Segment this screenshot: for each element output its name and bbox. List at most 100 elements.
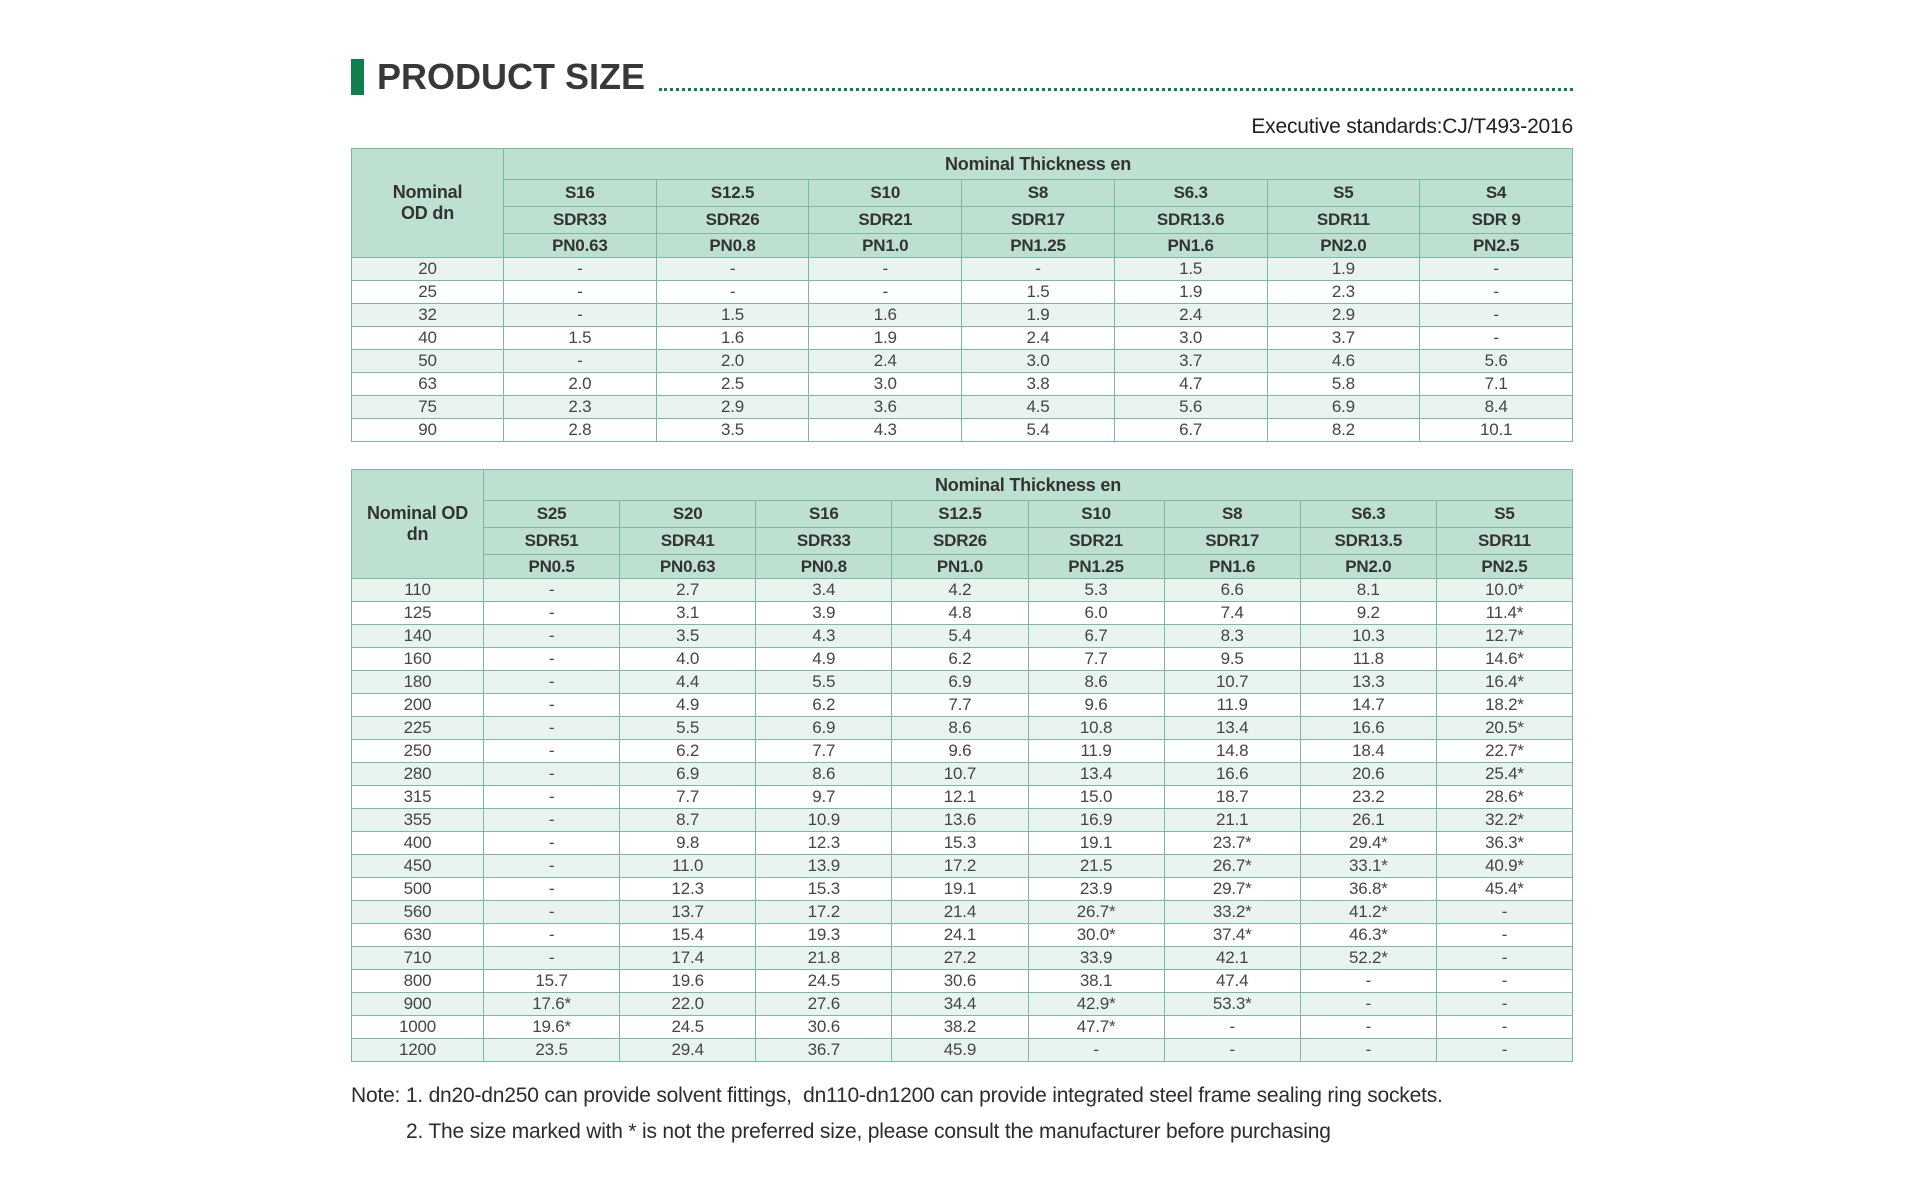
thickness-cell: 8.4 [1419,395,1573,419]
thickness-cell: 30.6 [891,969,1029,993]
thickness-cell: - [1299,969,1437,993]
table-row: 90 2.8 3.5 4.3 5.4 6.7 8.2 10.1 [351,418,1573,442]
thickness-cell: 24.5 [619,1015,757,1039]
thickness-cell: 36.3* [1435,831,1574,855]
pn-header: PN0.8 [755,554,893,579]
thickness-cell: 18.7 [1163,785,1301,809]
table-row: 180-4.4 5.5 6.9 8.6 10.7 13.3 16.4* [351,670,1574,694]
thickness-cell: 25.4* [1435,762,1574,786]
dn-cell: 40 [351,326,504,350]
table-row: 32-1.5 1.6 1.9 2.4 2.9- [351,303,1573,327]
note-2: 2. The size marked with * is not the pre… [406,1120,1331,1143]
thickness-cell: - [482,739,621,763]
thickness-cell: 46.3* [1299,923,1437,947]
thickness-cell: 6.7 [1027,624,1165,648]
thickness-cell: 3.1 [619,601,757,625]
dn-cell: 315 [351,785,484,809]
thickness-span-header: Nominal Thickness en [503,148,1573,180]
thickness-cell: 12.1 [891,785,1029,809]
thickness-cell: 4.3 [755,624,893,648]
thickness-cell: 2.4 [1113,303,1268,327]
table-row: 355-8.7 10.9 13.6 16.9 21.1 26.1 32.2* [351,808,1574,832]
thickness-cell: 10.3 [1299,624,1437,648]
table-row: 40 1.5 1.6 1.9 2.4 3.0 3.7- [351,326,1573,350]
thickness-cell: 20.5* [1435,716,1574,740]
table-header: Nominal OD dn Nominal Thickness en S16 S12.… [351,148,1573,258]
s-class-header: S20 [619,500,757,528]
header-row-thickness: Nominal OD dn Nominal Thickness en [351,469,1573,579]
sdr-header: SDR51 [482,527,621,555]
thickness-cell: 5.4 [961,418,1115,442]
thickness-cell: 16.6 [1163,762,1301,786]
thickness-cell: 11.4* [1435,601,1574,625]
thickness-cell: 15.4 [619,923,757,947]
thickness-cell: 3.7 [1266,326,1421,350]
size-table-dn110-dn1200: Nominal OD dn Nominal Thickness en S25 S20 S… [351,469,1574,1062]
dn-cell: 160 [351,647,484,671]
pn-header: PN0.5 [482,554,621,579]
thickness-cell: 13.4 [1163,716,1301,740]
pn-header: PN2.5 [1419,233,1573,258]
pn-header: PN1.25 [1027,554,1165,579]
thickness-cell: 27.2 [891,946,1029,970]
thickness-cell: 6.9 [1266,395,1421,419]
dn-cell: 125 [351,601,484,625]
thickness-cell: 21.4 [891,900,1029,924]
thickness-cell: - [1419,257,1573,281]
thickness-cell: - [655,280,810,304]
thickness-cell: 29.4* [1299,831,1437,855]
thickness-cell: - [482,601,621,625]
table-row: 250-6.2 7.7 9.6 11.9 14.8 18.4 22.7* [351,739,1574,763]
dn-cell: 63 [351,372,504,396]
s-class-header: S12.5 [891,500,1029,528]
thickness-cell: 22.7* [1435,739,1574,763]
thickness-cell: 1.6 [655,326,810,350]
size-table-dn20-dn90: Nominal OD dn Nominal Thickness en S16 S12.… [351,148,1573,442]
thickness-cell: 13.6 [891,808,1029,832]
thickness-cell: 2.4 [808,349,963,373]
thickness-cell: 4.0 [619,647,757,671]
header-row: S25 S20 S16 S12.5 S10 S8 S6.3 S5 [352,500,1574,528]
thickness-cell: 47.4 [1163,969,1301,993]
thickness-cell: 28.6* [1435,785,1574,809]
dn-cell: 110 [351,578,484,602]
thickness-cell: 12.7* [1435,624,1574,648]
table-row: 63 2.0 2.5 3.0 3.8 4.7 5.8 7.1 [351,372,1573,396]
header-row: SDR51 SDR41 SDR33 SDR26 SDR21 SDR17 SDR13.5 SDR… [352,527,1574,555]
table-row: 400-9.8 12.3 15.3 19.1 23.7* 29.4* 36.3* [351,831,1574,855]
s-class-header: S16 [503,179,657,207]
table-body: 20- - - -1.5 1.9-25- - -1.5 1.9 2.3-32-1.5 1.6 1.9… [351,257,1573,442]
pn-header: PN0.63 [503,233,657,258]
s-class-header: S10 [808,179,963,207]
thickness-cell: 18.4 [1299,739,1437,763]
thickness-cell: 5.8 [1266,372,1421,396]
table-row: 560-13.7 17.2 21.4 26.7* 33.2* 41.2* - [351,900,1574,924]
thickness-cell: 7.7 [891,693,1029,717]
header-row: SDR33 SDR26 SDR21 SDR17 SDR13.6 SDR11 SDR 9 [352,206,1573,234]
thickness-cell: 30.0* [1027,923,1165,947]
pn-header: PN1.0 [891,554,1029,579]
s-class-header: S6.3 [1113,179,1268,207]
table-row: 1000 19.6* 24.5 30.6 38.2 47.7* - - - [351,1015,1574,1039]
thickness-cell: 16.9 [1027,808,1165,832]
thickness-cell: 3.5 [655,418,810,442]
thickness-cell: 2.9 [1266,303,1421,327]
thickness-cell: 33.1* [1299,854,1437,878]
dn-cell: 20 [351,257,504,281]
pn-header: PN0.8 [655,233,810,258]
thickness-cell: 2.0 [503,372,657,396]
thickness-cell: 26.7* [1163,854,1301,878]
thickness-cell: - [808,257,963,281]
thickness-cell: 41.2* [1299,900,1437,924]
thickness-cell: 5.5 [755,670,893,694]
thickness-cell: 36.7 [755,1038,893,1062]
table-row: 160-4.0 4.9 6.2 7.7 9.5 11.8 14.6* [351,647,1574,671]
page: PRODUCT SIZE Executive standards:CJ/T493… [351,56,1573,1144]
thickness-cell: 7.7 [755,739,893,763]
thickness-cell: - [1435,946,1574,970]
thickness-cell: 5.6 [1419,349,1573,373]
thickness-cell: 40.9* [1435,854,1574,878]
thickness-cell: - [1299,1015,1437,1039]
thickness-cell: 2.8 [503,418,657,442]
thickness-cell: 37.4* [1163,923,1301,947]
